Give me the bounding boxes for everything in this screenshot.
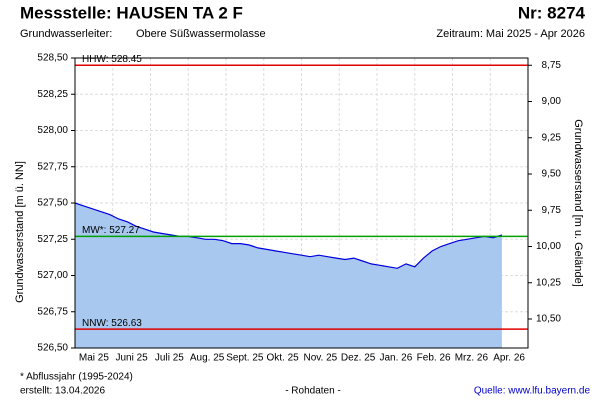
y-tick-label: 528,00 bbox=[37, 125, 68, 136]
y2-tick-label: 9,75 bbox=[542, 205, 562, 216]
y2-tick-label: 9,50 bbox=[542, 169, 562, 180]
x-tick-label: Feb. 26 bbox=[417, 353, 451, 364]
y2-tick-label: 10,25 bbox=[536, 277, 561, 288]
x-tick-label: Sept. 25 bbox=[226, 353, 264, 364]
x-tick-label: Okt. 25 bbox=[267, 353, 300, 364]
footnote: * Abflussjahr (1995-2024) bbox=[20, 372, 133, 383]
y2-tick-label: 9,00 bbox=[542, 96, 562, 107]
aquifer: Obere Süßwassermolasse bbox=[136, 28, 266, 40]
x-tick-label: Jan. 26 bbox=[379, 353, 412, 364]
y-tick-label: 528,50 bbox=[37, 53, 68, 64]
title: Messstelle: HAUSEN TA 2 F bbox=[20, 3, 243, 22]
y-axis-title: Grundwasserstand [m ü. NN] bbox=[14, 161, 26, 303]
raw-data: - Rohdaten - bbox=[285, 386, 341, 397]
aquifer-label: Grundwasserleiter: bbox=[20, 28, 112, 40]
x-tick-label: Mrz. 26 bbox=[455, 353, 489, 364]
reference-label: NNW: 526.63 bbox=[82, 318, 142, 329]
reference-label: MW*: 527.27 bbox=[82, 225, 140, 236]
y-tick-label: 527,25 bbox=[37, 234, 68, 245]
y2-axis-title: Grundwasserstand [m u. Gelände] bbox=[572, 119, 584, 287]
y-tick-label: 527,00 bbox=[37, 270, 68, 281]
y2-tick-label: 10,50 bbox=[536, 314, 561, 325]
x-tick-label: Juni 25 bbox=[116, 353, 149, 364]
created: erstellt: 13.04.2026 bbox=[20, 386, 105, 397]
plot-frame bbox=[74, 57, 529, 349]
area bbox=[75, 203, 502, 348]
line bbox=[74, 202, 503, 269]
y-tick-label: 528,25 bbox=[37, 89, 68, 100]
x-tick-label: Apr. 26 bbox=[493, 353, 525, 364]
x-tick-label: Nov. 25 bbox=[304, 353, 338, 364]
y-tick-label: 527,75 bbox=[37, 161, 68, 172]
y2-tick-label: 8,75 bbox=[542, 60, 562, 71]
x-tick-label: Dez. 25 bbox=[341, 353, 376, 364]
y2-tick-label: 10,00 bbox=[536, 241, 561, 252]
y-tick-label: 526,75 bbox=[37, 306, 68, 317]
y2-tick-label: 9,25 bbox=[542, 132, 562, 143]
station-number: Nr: 8274 bbox=[518, 3, 586, 22]
x-tick-label: Juli 25 bbox=[155, 353, 184, 364]
y-tick-label: 526,50 bbox=[37, 343, 68, 354]
source[interactable]: Quelle: www.lfu.bayern.de bbox=[474, 386, 591, 397]
reference-label: HHW: 528.45 bbox=[82, 54, 142, 65]
period: Zeitraum: Mai 2025 - Apr 2026 bbox=[436, 28, 585, 40]
x-tick-label: Aug. 25 bbox=[190, 353, 225, 364]
x-tick-label: Mai 25 bbox=[79, 353, 109, 364]
y-tick-label: 527,50 bbox=[37, 198, 68, 209]
